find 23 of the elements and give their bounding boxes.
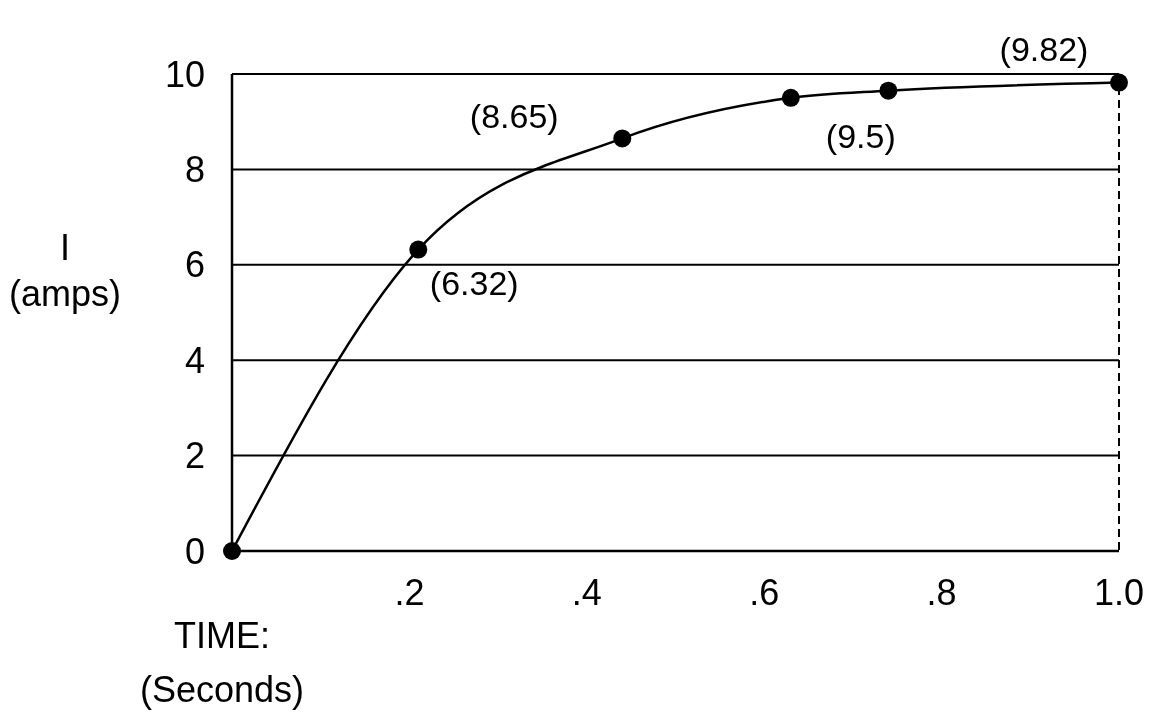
x-tick-label: 1.0 — [1093, 572, 1145, 613]
x-tick-label: .6 — [749, 572, 780, 613]
data-label: (8.65) — [469, 97, 559, 136]
y-tick-label: 10 — [164, 53, 205, 95]
x-tick-label: .2 — [394, 572, 425, 613]
data-label: (9.82) — [999, 29, 1089, 68]
y-tick-label: 2 — [184, 435, 205, 477]
y-tick-label: 6 — [184, 244, 205, 286]
x-axis-title: TIME: (Seconds) — [139, 615, 305, 710]
y-axis-title: I (amps) — [8, 227, 122, 314]
point — [409, 240, 428, 259]
x-tick-label: .4 — [571, 572, 602, 613]
x-tick-label: .8 — [926, 572, 957, 613]
y-tick-label: 4 — [184, 339, 205, 381]
data-label: (6.32) — [429, 263, 519, 302]
data-label: (9.5) — [825, 116, 896, 155]
point — [879, 81, 898, 100]
point — [781, 88, 800, 107]
y-tick-label: 8 — [184, 149, 205, 190]
y-tick-label: 0 — [184, 530, 205, 572]
point — [613, 129, 632, 148]
point — [223, 542, 241, 560]
point — [1110, 73, 1128, 92]
